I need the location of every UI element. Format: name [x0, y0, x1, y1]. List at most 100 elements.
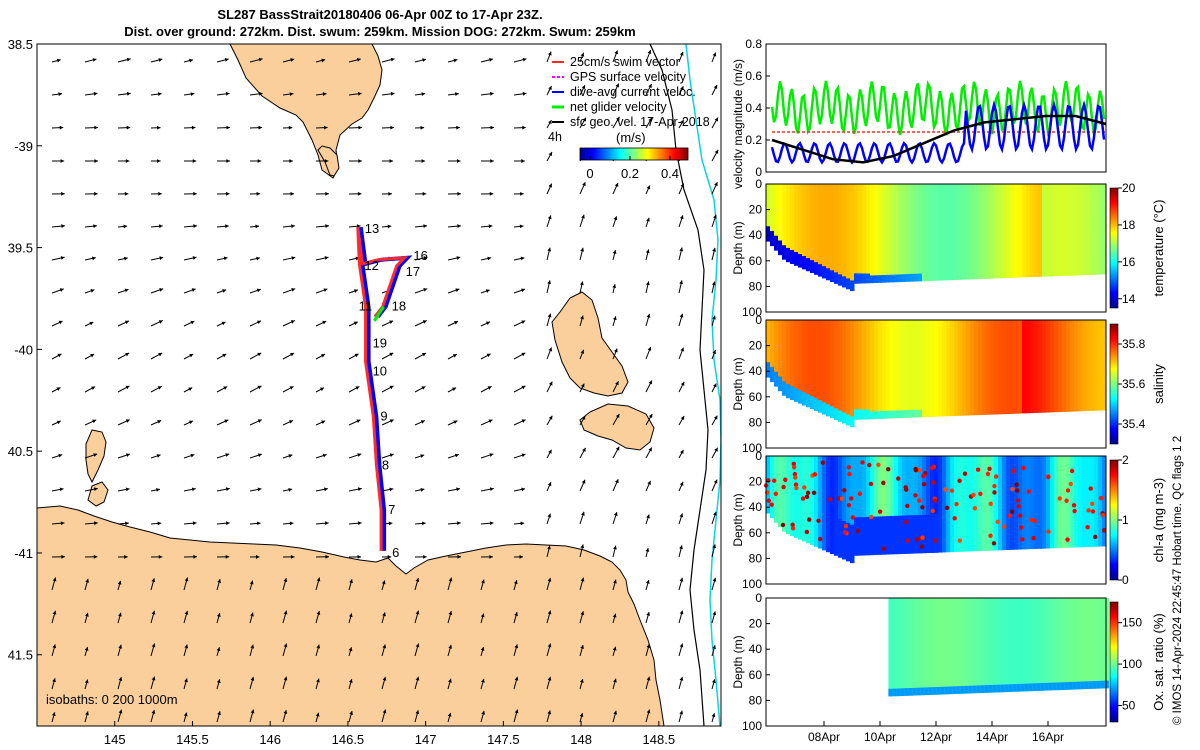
- velocity-arrowhead: [61, 554, 65, 559]
- velocity-arrowhead: [612, 613, 617, 618]
- section-bottom-layer: [934, 514, 939, 553]
- map-x-tick-label: 146: [259, 732, 281, 747]
- section-bottom-layer: [794, 251, 799, 266]
- chl-a-sample-dot: [805, 490, 811, 496]
- section-bottom-layer: [918, 273, 923, 282]
- chl-a-sample-dot: [1009, 509, 1015, 514]
- chl-a-sample-dot: [905, 503, 910, 509]
- series-dive-avg-current: [770, 99, 1106, 165]
- section-column: [954, 320, 959, 416]
- chl-a-sample-dot: [850, 515, 856, 520]
- chl-a-sample-dot: [791, 465, 797, 470]
- chl-a-sample-dot: [790, 526, 796, 531]
- velocity-arrowhead: [489, 487, 494, 492]
- section-bottom-layer: [1040, 683, 1045, 691]
- section-column: [898, 184, 903, 283]
- section-column: [1020, 598, 1025, 692]
- section-bottom-layer: [878, 275, 883, 283]
- velocity-arrowhead: [548, 415, 553, 420]
- section-column: [854, 320, 859, 420]
- velocity-arrowhead: [288, 125, 293, 130]
- chl-a-sample-dot: [954, 501, 959, 507]
- section-column: [986, 184, 991, 279]
- map-x-tick-label: 147: [415, 732, 437, 747]
- velocity-arrowhead: [190, 453, 195, 458]
- chl-a-sample-dot: [1064, 498, 1069, 503]
- velocity-arrowhead: [614, 50, 619, 55]
- velocity-arrowhead: [225, 453, 230, 457]
- chl-a-sample-dot: [1068, 481, 1073, 487]
- time-tick-label: 14Apr: [976, 730, 1008, 744]
- velocity-arrowhead: [92, 419, 97, 424]
- chl-a-sample-dot: [929, 465, 935, 471]
- chl-a-sample-dot: [857, 491, 863, 497]
- section-column: [778, 456, 783, 528]
- section-column: [878, 456, 883, 555]
- velocity-arrowhead: [184, 678, 188, 683]
- velocity-arrowhead: [582, 182, 586, 187]
- velocity-arrowhead: [613, 512, 618, 517]
- velocity-arrowhead: [156, 125, 161, 130]
- velocity-arrowhead: [547, 545, 551, 550]
- section-column: [1058, 320, 1063, 413]
- section-bottom-layer: [838, 519, 843, 558]
- velocity-arrowhead: [488, 224, 493, 229]
- map-x-tick-label: 145: [104, 732, 126, 747]
- velocity-arrowhead: [645, 249, 650, 254]
- chl-a-sample-dot: [1031, 535, 1036, 541]
- velocity-arrowhead: [256, 256, 261, 261]
- section-column: [924, 598, 929, 696]
- section-bottom-layer: [980, 685, 985, 693]
- chl-a-sample-dot: [842, 488, 847, 493]
- map-y-tick-label: -41: [14, 546, 33, 561]
- section-column: [1042, 320, 1047, 413]
- section-column: [964, 598, 969, 694]
- velocity-arrowhead: [415, 643, 420, 648]
- chl-a-sample-dot: [920, 505, 925, 510]
- map-x-ticks: 145 145.5 146 146.5 147 147.5 148 148.5: [104, 721, 675, 747]
- section-bottom-layer: [782, 245, 787, 260]
- chl-a-sample-dot: [920, 535, 925, 540]
- chl-a-sample-dot: [876, 462, 881, 468]
- section-column: [822, 184, 827, 279]
- section-column: [998, 320, 1003, 415]
- section-column: [1088, 598, 1093, 689]
- depth-tick-label: 60: [749, 254, 763, 268]
- velocity-arrowhead: [216, 679, 221, 684]
- section-column: [1074, 456, 1079, 548]
- velocity-arrowhead: [60, 256, 65, 260]
- section-column: [826, 456, 831, 553]
- chl-a-sample-dot: [903, 519, 909, 525]
- velocity-arrowhead: [222, 289, 227, 293]
- section-column: [958, 184, 963, 280]
- depth-axis-label: Depth (m): [731, 221, 745, 274]
- section-bottom-layer: [984, 685, 989, 693]
- section-column: [934, 320, 939, 417]
- velocity-arrowhead: [348, 679, 353, 683]
- section-column: [790, 320, 795, 400]
- section-column: [814, 320, 819, 411]
- velocity-arrowhead: [322, 453, 327, 458]
- depth-tick-label: 80: [749, 415, 763, 429]
- section-column: [1006, 320, 1011, 415]
- velocity-arrowhead: [158, 554, 163, 559]
- section-bottom-layer: [1012, 684, 1017, 692]
- velocity-arrowhead: [158, 58, 163, 62]
- section-bottom-layer: [924, 687, 929, 696]
- chl-a-sample-dot: [780, 522, 786, 528]
- map-x-tick-label: 145.5: [176, 732, 209, 747]
- velocity-arrowhead: [713, 479, 718, 484]
- chl-a-sample-dot: [792, 471, 798, 477]
- colorbar-tick-label: 150: [1122, 616, 1142, 630]
- velocity-arrowhead: [57, 353, 62, 358]
- section-column: [918, 320, 923, 418]
- section-bottom-layer: [802, 256, 807, 270]
- velocity-arrowhead: [421, 386, 426, 390]
- section-column: [870, 456, 875, 556]
- section-column: [890, 320, 895, 419]
- colorbar-tick-label: 0.4: [661, 166, 679, 181]
- velocity-arrowhead: [388, 521, 393, 526]
- section-colorbar-label: temperature (°C): [1151, 200, 1166, 297]
- velocity-arrowhead: [646, 644, 651, 649]
- velocity-arrowhead: [290, 554, 295, 559]
